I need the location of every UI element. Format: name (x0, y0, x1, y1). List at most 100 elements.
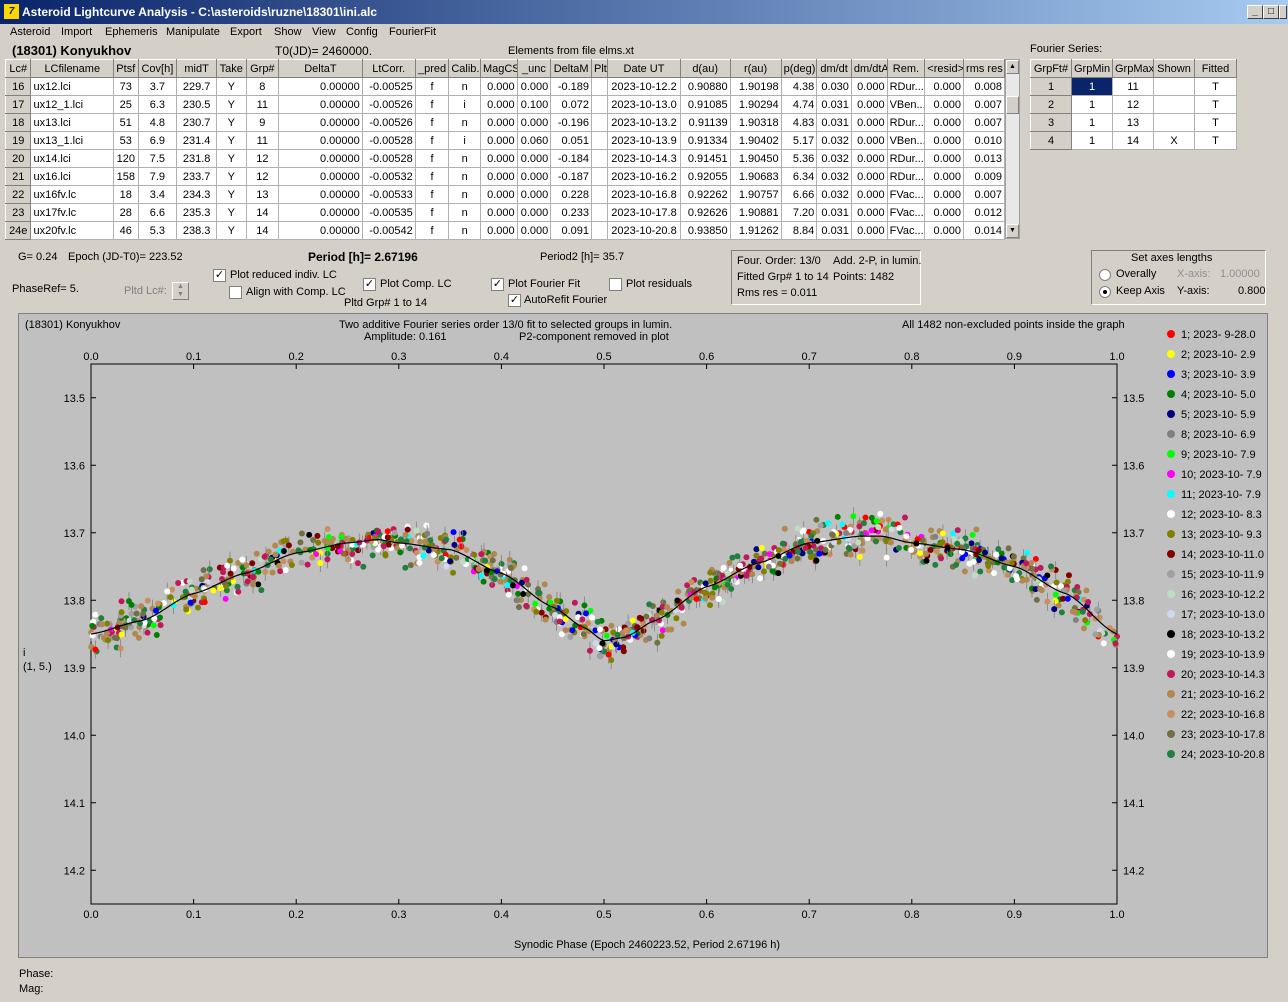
table-cell[interactable]: 6.34 (780, 167, 818, 186)
table-cell[interactable]: 0.000 (924, 77, 965, 96)
fourier-cell[interactable] (1153, 77, 1195, 96)
period-value[interactable]: 2.67196 (374, 250, 418, 264)
table-cell[interactable]: 13 (245, 185, 280, 204)
table-cell[interactable]: 22 (4, 185, 32, 204)
table-cell[interactable]: n (448, 167, 481, 186)
table-cell[interactable]: 0.012 (963, 203, 1005, 222)
fourier-cell[interactable]: 1 (1071, 95, 1113, 114)
table-cell[interactable]: 1.90683 (729, 167, 782, 186)
table-cell[interactable]: 0.009 (963, 167, 1005, 186)
table-cell[interactable]: 1.90198 (729, 77, 782, 96)
table-cell[interactable]: 229.7 (176, 77, 217, 96)
close-button[interactable] (1279, 5, 1287, 19)
scroll-up-icon[interactable]: ▲ (1006, 60, 1019, 74)
table-row[interactable]: 23 ux17fv.lc 28 6.6 235.3 Y 14 0.00000 -0.00535 f… (4, 203, 1005, 222)
table-cell[interactable] (591, 203, 609, 222)
table-cell[interactable]: FVac... (886, 221, 926, 240)
table-cell[interactable]: 0.000 (516, 149, 552, 168)
table-cell[interactable]: 0.00000 (278, 185, 363, 204)
table-cell[interactable]: 4.8 (137, 113, 178, 132)
fourier-col-header[interactable]: GrpMin (1071, 59, 1113, 78)
xaxis-value[interactable]: 1.00000 (1220, 268, 1260, 280)
lc-col-header[interactable]: Grp# (245, 59, 280, 78)
table-cell[interactable]: FVac... (886, 185, 926, 204)
table-cell[interactable]: 0.91085 (679, 95, 731, 114)
table-cell[interactable]: 0.000 (924, 95, 965, 114)
table-cell[interactable]: FVac... (886, 203, 926, 222)
fourier-cell[interactable]: 13 (1112, 113, 1154, 132)
table-cell[interactable]: n (448, 149, 481, 168)
lc-col-header[interactable]: p(deg) (780, 59, 818, 78)
table-row[interactable]: 19 ux13_1.lci 53 6.9 231.4 Y 11 0.00000 -0.00528… (4, 131, 1005, 150)
table-cell[interactable]: 24e (4, 221, 32, 240)
table-cell[interactable]: f (414, 167, 450, 186)
table-row[interactable]: 20 ux14.lci 120 7.5 231.8 Y 12 0.00000 -0.00528 f… (4, 149, 1005, 168)
table-cell[interactable]: Y (215, 95, 247, 114)
table-cell[interactable]: ux16fv.lc (30, 185, 115, 204)
table-cell[interactable]: 0.007 (963, 113, 1005, 132)
table-cell[interactable]: 0.000 (850, 77, 888, 96)
table-cell[interactable] (591, 167, 609, 186)
table-cell[interactable]: 230.7 (176, 113, 217, 132)
table-cell[interactable]: -0.00528 (361, 131, 416, 150)
table-cell[interactable]: 16 (4, 77, 32, 96)
table-cell[interactable]: 0.000 (479, 149, 518, 168)
fourier-row[interactable]: 1 1 11 T (1030, 77, 1237, 96)
table-cell[interactable]: 9 (245, 113, 280, 132)
table-cell[interactable]: -0.189 (550, 77, 593, 96)
table-cell[interactable]: ux12.lci (30, 77, 115, 96)
table-cell[interactable]: 0.032 (816, 185, 852, 204)
table-cell[interactable]: 1.90881 (729, 203, 782, 222)
table-cell[interactable]: 14 (245, 221, 280, 240)
table-row[interactable]: 24e ux20fv.lc 46 5.3 238.3 Y 14 0.00000 -0.00542… (4, 221, 1005, 240)
table-cell[interactable]: n (448, 77, 481, 96)
lc-table[interactable]: Lc# LCfilename Ptsf Cov[h] midT Take Grp# Delta… (4, 59, 1005, 240)
scroll-down-icon[interactable]: ▼ (1006, 224, 1019, 238)
fourier-table[interactable]: GrpFt# GrpMin GrpMax Shown Fitted 1 1 11 T 2 1 12 T… (1030, 59, 1237, 150)
table-cell[interactable]: 7.5 (137, 149, 178, 168)
table-cell[interactable]: 11 (245, 95, 280, 114)
table-cell[interactable]: -0.196 (550, 113, 593, 132)
table-cell[interactable]: 6.6 (137, 203, 178, 222)
table-cell[interactable]: -0.184 (550, 149, 593, 168)
table-cell[interactable]: Y (215, 131, 247, 150)
table-cell[interactable]: 1.91262 (729, 221, 782, 240)
table-cell[interactable]: 0.007 (963, 95, 1005, 114)
table-cell[interactable]: 0.91451 (679, 149, 731, 168)
table-cell[interactable]: 0.013 (963, 149, 1005, 168)
lc-col-header[interactable]: _unc (516, 59, 552, 78)
maximize-button[interactable]: □ (1263, 5, 1279, 19)
table-cell[interactable]: Y (215, 221, 247, 240)
yaxis-value[interactable]: 0.800 (1238, 285, 1266, 297)
lc-col-header[interactable]: dm/dt (816, 59, 852, 78)
fourier-cell[interactable]: 1 (1071, 77, 1113, 96)
table-cell[interactable]: 0.000 (479, 113, 518, 132)
align-comp-checkbox[interactable] (229, 286, 242, 299)
table-cell[interactable]: -0.187 (550, 167, 593, 186)
table-cell[interactable]: Y (215, 149, 247, 168)
fourier-cell[interactable] (1153, 95, 1195, 114)
table-cell[interactable]: 0.032 (816, 131, 852, 150)
table-cell[interactable]: 0.00000 (278, 131, 363, 150)
table-cell[interactable]: 4.74 (780, 95, 818, 114)
table-cell[interactable]: 2023-10-14.3 (607, 149, 681, 168)
table-cell[interactable]: n (448, 221, 481, 240)
table-cell[interactable]: -0.00525 (361, 77, 416, 96)
lc-col-header[interactable]: <resid> (924, 59, 965, 78)
table-cell[interactable]: 2023-10-13.9 (607, 131, 681, 150)
lc-col-header[interactable]: _pred (414, 59, 450, 78)
lc-col-header[interactable]: rms res (963, 59, 1005, 78)
table-cell[interactable]: Y (215, 185, 247, 204)
table-cell[interactable]: 2023-10-16.2 (607, 167, 681, 186)
lc-col-header[interactable]: MagCS (479, 59, 518, 78)
table-cell[interactable]: n (448, 185, 481, 204)
lc-col-header[interactable]: LtCorr. (361, 59, 416, 78)
table-cell[interactable]: 3.4 (137, 185, 178, 204)
table-cell[interactable]: 1.90318 (729, 113, 782, 132)
table-cell[interactable]: 0.000 (924, 131, 965, 150)
table-cell[interactable]: 0.072 (550, 95, 593, 114)
table-cell[interactable]: 0.031 (816, 221, 852, 240)
table-cell[interactable]: 0.00000 (278, 113, 363, 132)
fourier-row[interactable]: 2 1 12 T (1030, 95, 1237, 114)
table-cell[interactable]: 12 (245, 149, 280, 168)
